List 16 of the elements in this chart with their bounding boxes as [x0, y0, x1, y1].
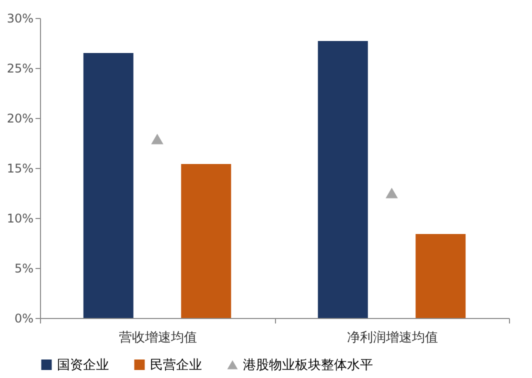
- legend-label: 港股物业板块整体水平: [243, 358, 373, 373]
- y-tick-label: 20%: [6, 112, 34, 126]
- y-tick-label: 0%: [14, 312, 34, 326]
- bar: [83, 53, 134, 318]
- x-tick-label: 净利润增速均值: [346, 330, 438, 346]
- y-tick-label: 25%: [6, 62, 34, 76]
- bar: [318, 41, 368, 318]
- y-tick-label: 10%: [6, 212, 34, 226]
- bar: [181, 164, 232, 318]
- bar: [416, 234, 466, 318]
- legend-label: 民营企业: [150, 358, 202, 373]
- x-tick-label: 营收增速均值: [118, 330, 197, 346]
- legend-label: 国资企业: [57, 358, 109, 373]
- y-tick-label: 5%: [14, 262, 34, 276]
- y-tick-label: 15%: [6, 162, 34, 176]
- y-tick-label: 30%: [6, 12, 34, 26]
